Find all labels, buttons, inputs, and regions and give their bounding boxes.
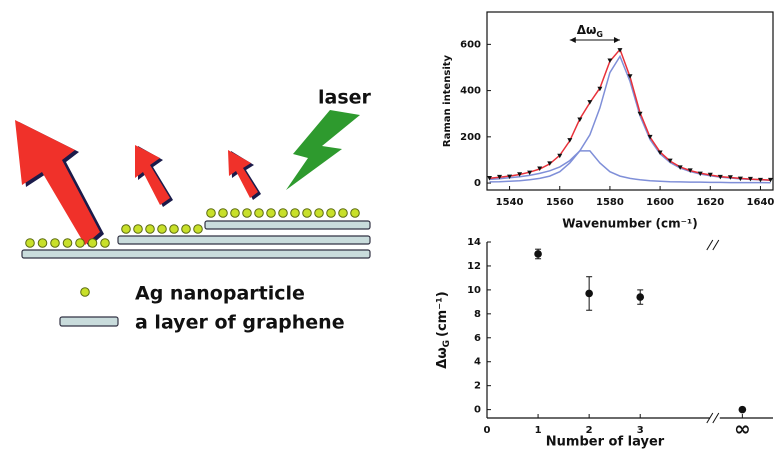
y-tick-label: 6 — [474, 333, 481, 344]
x-tick-label: 1600 — [646, 197, 674, 208]
x-tick-label: 1620 — [696, 197, 724, 208]
x-tick-label: 1 — [535, 425, 542, 436]
annotation-sub: G — [596, 30, 603, 39]
data-point — [534, 250, 542, 258]
graphene — [118, 236, 370, 244]
annotation-text: Δω — [577, 23, 597, 37]
nanoparticle — [76, 239, 85, 248]
nanoparticle — [158, 225, 167, 234]
legend-label: Ag nanoparticle — [135, 283, 305, 305]
y-label-text: Δω — [435, 347, 450, 368]
nanoparticle — [81, 288, 90, 297]
nanoparticle — [146, 225, 155, 234]
y-tick-label: 2 — [474, 381, 481, 392]
plot-frame — [487, 12, 773, 190]
y-tick-label: 14 — [467, 237, 481, 248]
y-tick-label: 0 — [474, 405, 481, 416]
x-tick-label: 1540 — [496, 197, 524, 208]
y-tick-label: 0 — [474, 178, 481, 189]
data-point — [585, 290, 593, 298]
y-axis-label: Raman intensity — [442, 54, 453, 147]
nanoparticle — [63, 239, 72, 248]
y-label-sub: G — [442, 340, 452, 347]
x-axis-label: Number of layer — [546, 435, 665, 450]
nanoparticle — [122, 225, 131, 234]
nanoparticle — [194, 225, 203, 234]
y-label-unit: (cm⁻¹) — [435, 291, 450, 337]
nanoparticle — [231, 209, 240, 218]
graphene — [22, 250, 370, 258]
data-point — [739, 406, 747, 414]
y-tick-label: 200 — [460, 132, 481, 143]
nanoparticle — [255, 209, 264, 218]
nanoparticle — [51, 239, 60, 248]
y-axis-label: ΔωG (cm⁻¹) — [435, 291, 452, 368]
nanoparticle — [351, 209, 360, 218]
nanoparticle — [38, 239, 47, 248]
y-tick-label: 10 — [467, 285, 481, 296]
nanoparticle — [243, 209, 252, 218]
graphene — [205, 221, 370, 229]
nanoparticle — [279, 209, 288, 218]
laser-bolt — [286, 110, 360, 190]
nanoparticle — [315, 209, 324, 218]
data-point — [607, 59, 612, 64]
nanoparticle — [291, 209, 300, 218]
x-tick-label: 1580 — [596, 197, 624, 208]
nanoparticle — [327, 209, 336, 218]
legend-graphene — [60, 317, 118, 326]
nanoparticle — [267, 209, 276, 218]
x-tick-label: 1640 — [747, 197, 774, 208]
nanoparticle — [88, 239, 97, 248]
x-tick-label: 1560 — [546, 197, 574, 208]
y-tick-label: 400 — [460, 86, 481, 97]
nanoparticle — [339, 209, 348, 218]
nanoparticle — [207, 209, 216, 218]
data-point — [587, 100, 592, 105]
nanoparticle — [134, 225, 143, 234]
y-tick-label: 12 — [467, 261, 481, 272]
nanoparticle — [26, 239, 35, 248]
annotation: ΔωG — [577, 23, 603, 39]
legend-label: a layer of graphene — [135, 312, 345, 334]
figure: laser Ag nanoparticle a layer of graphen… — [0, 0, 774, 451]
x-tick-label: ∞ — [734, 417, 751, 441]
y-tick-label: 600 — [460, 39, 481, 50]
graphene-layers — [22, 221, 370, 326]
nanoparticle — [219, 209, 228, 218]
y-tick-label: 8 — [474, 309, 481, 320]
data-point — [636, 293, 644, 301]
laser-label: laser — [318, 87, 372, 109]
nanoparticle — [182, 225, 191, 234]
annotation-arrowhead — [570, 37, 576, 43]
x-tick-label: 0 — [484, 425, 491, 436]
x-axis-label: Wavenumber (cm⁻¹) — [562, 217, 697, 231]
nanoparticle — [101, 239, 110, 248]
nanoparticle — [303, 209, 312, 218]
diagram: laser Ag nanoparticle a layer of graphen… — [15, 87, 372, 334]
nanoparticle — [170, 225, 179, 234]
data-point — [567, 138, 572, 143]
fit-curve — [490, 49, 771, 180]
chart: 0 200 400 600 1540 1560 1580 1600 1620 1640 Wavenu… — [442, 12, 774, 231]
annotation-arrowhead — [614, 37, 620, 43]
y-tick-label: 4 — [474, 357, 481, 368]
